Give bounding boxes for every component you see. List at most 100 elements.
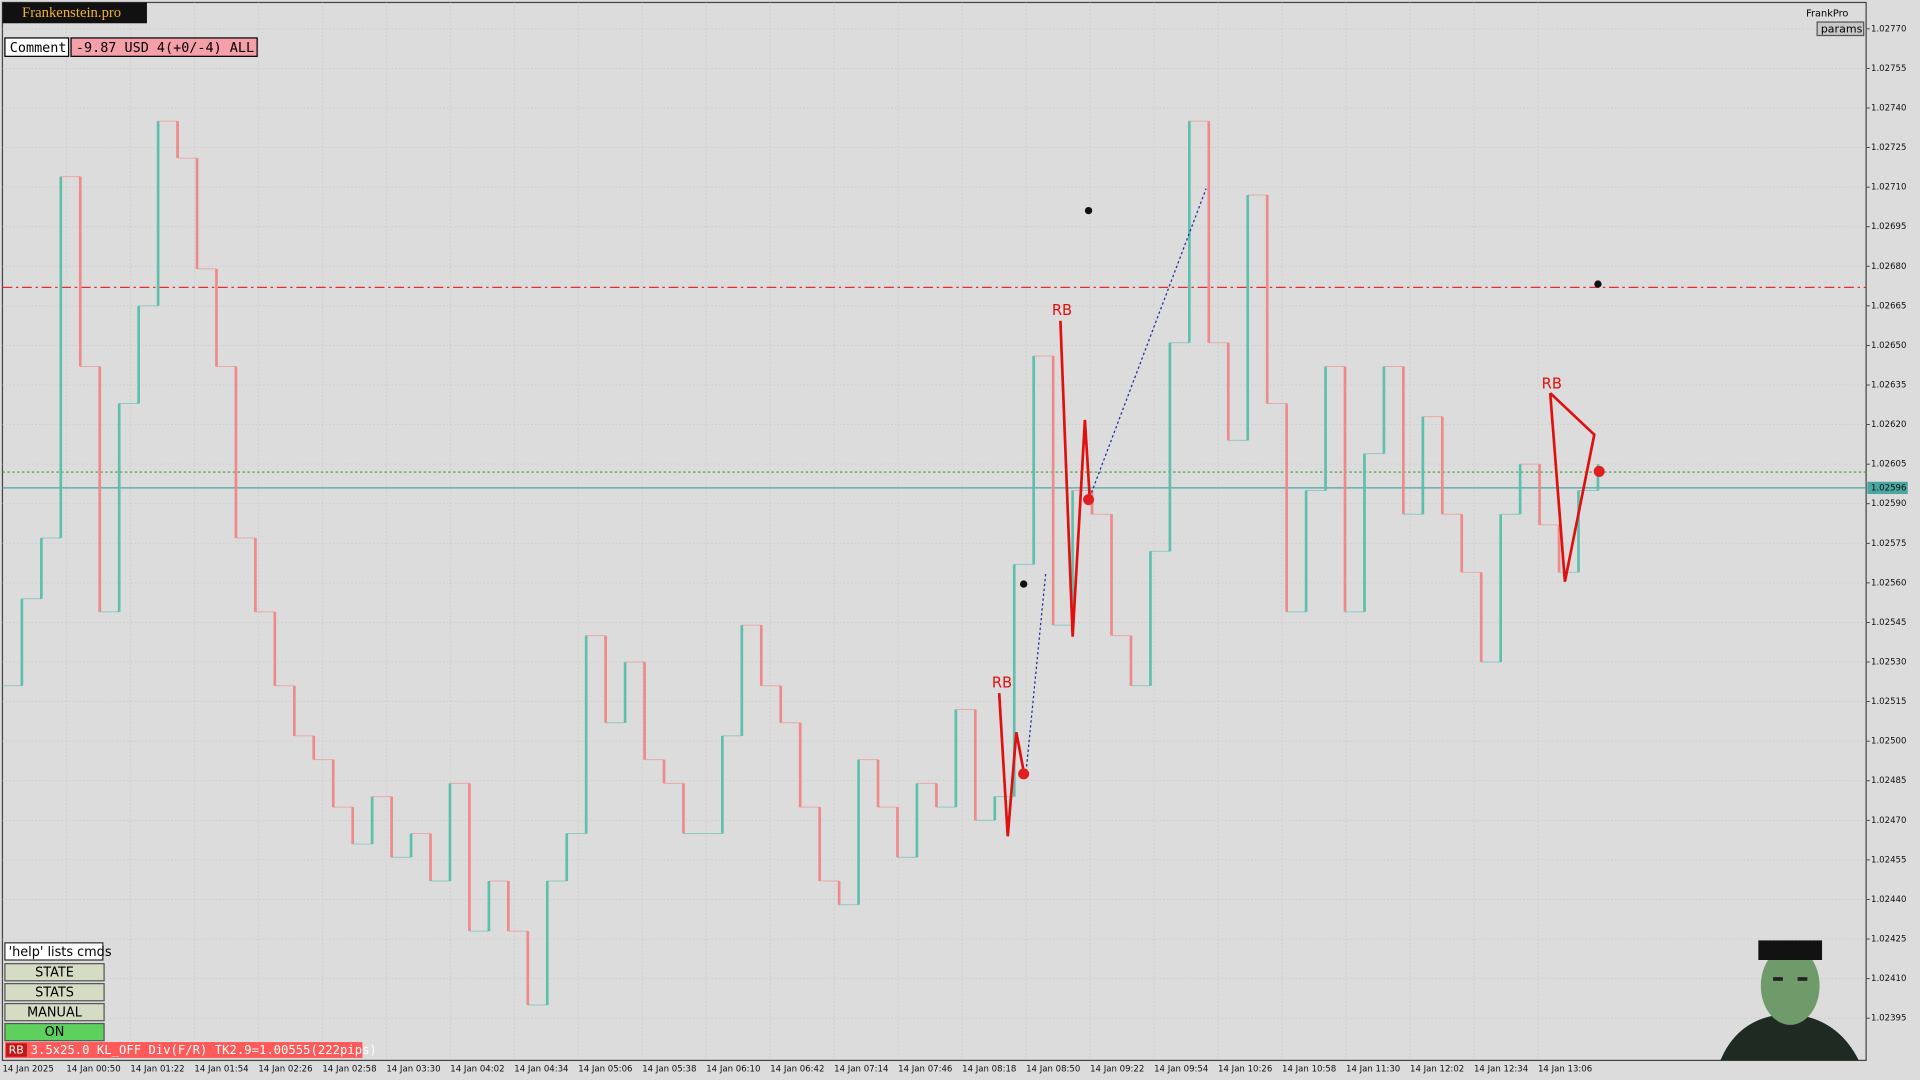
y-tick-label: 1.02725	[1871, 143, 1906, 153]
status-tag-bg	[6, 1043, 27, 1057]
x-tick-label: 14 Jan 09:54	[1154, 1064, 1208, 1074]
panel-button[interactable]	[4, 1002, 105, 1022]
patterns	[997, 320, 1596, 837]
panel-button[interactable]	[4, 983, 105, 1002]
x-tick-label: 14 Jan 07:46	[898, 1064, 952, 1074]
panel-button[interactable]	[4, 1022, 105, 1042]
y-tick-label: 1.02665	[1871, 301, 1906, 311]
x-tick-label: 14 Jan 05:38	[642, 1064, 696, 1074]
skull-icon	[1594, 280, 1602, 288]
x-tick-label: 14 Jan 00:50	[66, 1064, 120, 1074]
skull-icon	[1020, 580, 1028, 588]
buttons: STATE STATS MANUAL ON	[4, 963, 105, 1042]
x-tick-label: 14 Jan 09:22	[1090, 1064, 1144, 1074]
panel-button-label[interactable]: STATE	[35, 965, 74, 980]
brand-bg	[2, 2, 147, 24]
y-tick-label: 1.02635	[1871, 381, 1906, 391]
signal-icon	[1593, 465, 1605, 477]
current-price-label: 1.02596	[1871, 483, 1906, 493]
rb-pattern	[1059, 320, 1092, 637]
portrait-head	[1760, 946, 1820, 1025]
panel-button[interactable]	[4, 963, 105, 982]
rb-pattern	[1548, 392, 1596, 582]
comment-label: Comment	[10, 41, 67, 56]
y-tick-label: 1.02545	[1871, 618, 1906, 628]
skull-icons	[1020, 206, 1602, 588]
y-tick-label: 1.02605	[1871, 460, 1906, 470]
x-tick-label: 14 Jan 03:30	[386, 1064, 440, 1074]
trade-lines	[1025, 188, 1207, 772]
y-tick-label: 1.02455	[1871, 855, 1906, 865]
y-tick-label: 1.02680	[1871, 262, 1906, 272]
portrait-eye	[1773, 977, 1783, 981]
comment-box	[70, 37, 258, 57]
x-tick-label: 14 Jan 12:02	[1410, 1064, 1464, 1074]
x-tick-label: 14 Jan 01:22	[130, 1064, 184, 1074]
signal-icon	[1018, 768, 1030, 780]
x-tick-label: 14 Jan 06:10	[706, 1064, 760, 1074]
plot-frame	[1, 1, 1867, 1062]
y-tick-label: 1.02500	[1871, 737, 1906, 747]
help-text: 'help' lists cmds	[9, 945, 112, 960]
y-tick-label: 1.02770	[1871, 24, 1906, 34]
status-bar	[4, 1042, 363, 1058]
y-tick-label: 1.02740	[1871, 103, 1906, 113]
y-tick-label: 1.02410	[1871, 974, 1906, 984]
x-tick-label: 14 Jan 07:14	[834, 1064, 888, 1074]
marks: 1.02596	[2, 120, 1908, 1006]
x-tick-label: 14 Jan 11:30	[1346, 1064, 1400, 1074]
y-tick-label: 1.02710	[1871, 183, 1906, 193]
x-tick-label: 14 Jan 08:18	[962, 1064, 1016, 1074]
y-tick-label: 1.02590	[1871, 499, 1906, 509]
x-tick-label: 14 Jan 10:26	[1218, 1064, 1272, 1074]
params-label[interactable]: params	[1821, 22, 1863, 35]
x-tick-label: 14 Jan 04:02	[450, 1064, 504, 1074]
current-price-tag	[1867, 481, 1908, 495]
panel-button-label[interactable]: ON	[45, 1025, 65, 1040]
portrait-body	[1720, 1013, 1859, 1061]
rb-pattern	[997, 692, 1025, 837]
x-tick-label: 14 Jan 02:26	[258, 1064, 312, 1074]
status-tag: RB	[9, 1044, 24, 1057]
help-box	[4, 942, 104, 961]
y-tick-label: 1.02560	[1871, 578, 1906, 588]
y-tick-label: 1.02695	[1871, 222, 1906, 232]
x-tick-label: 14 Jan 08:50	[1026, 1064, 1080, 1074]
y-tick-label: 1.02425	[1871, 935, 1906, 945]
comment-label-box	[4, 37, 70, 57]
portrait-eye	[1797, 977, 1808, 981]
y-tick-label: 1.02575	[1871, 539, 1906, 549]
y-tick-label: 1.02755	[1871, 64, 1906, 74]
pattern-label: RB	[992, 674, 1012, 691]
y-tick-label: 1.02515	[1871, 697, 1906, 707]
portrait-hair	[1758, 940, 1823, 960]
panel-button-label[interactable]: MANUAL	[27, 1005, 83, 1020]
y-tick-label: 1.02440	[1871, 895, 1906, 905]
x-tick-label: 14 Jan 05:06	[578, 1064, 632, 1074]
pattern-label: RB	[1052, 302, 1072, 319]
y-tick-label: 1.02395	[1871, 1014, 1906, 1024]
y-tick-label: 1.02530	[1871, 658, 1906, 668]
brand: Frankenstein.pro	[22, 5, 121, 21]
x-tick-label: 14 Jan 06:42	[770, 1064, 824, 1074]
params-button[interactable]	[1816, 21, 1865, 37]
trade-line	[1025, 573, 1047, 772]
comment-text: -9.87 USD 4(+0/-4) ALL	[76, 41, 254, 56]
portrait	[1720, 940, 1859, 1061]
x-tick-label: 14 Jan 02:58	[322, 1064, 376, 1074]
panel-button-label[interactable]: STATS	[35, 985, 74, 1000]
x-tick-label: 14 Jan 10:58	[1282, 1064, 1336, 1074]
pattern-label: RB	[1542, 375, 1562, 392]
x-tick-label: 14 Jan 13:06	[1538, 1064, 1592, 1074]
status-text: 3.5x25.0 KL_OFF Div(F/R) TK2.9=1.00555(2…	[31, 1043, 377, 1057]
x-tick-label: 14 Jan 2025	[2, 1064, 53, 1074]
y-tick-label: 1.02470	[1871, 816, 1906, 826]
pattern-labels: RB RB RB	[992, 302, 1562, 691]
signal-icons	[1018, 465, 1605, 780]
trade-line	[1089, 188, 1207, 498]
x-tick-label: 14 Jan 01:54	[194, 1064, 248, 1074]
